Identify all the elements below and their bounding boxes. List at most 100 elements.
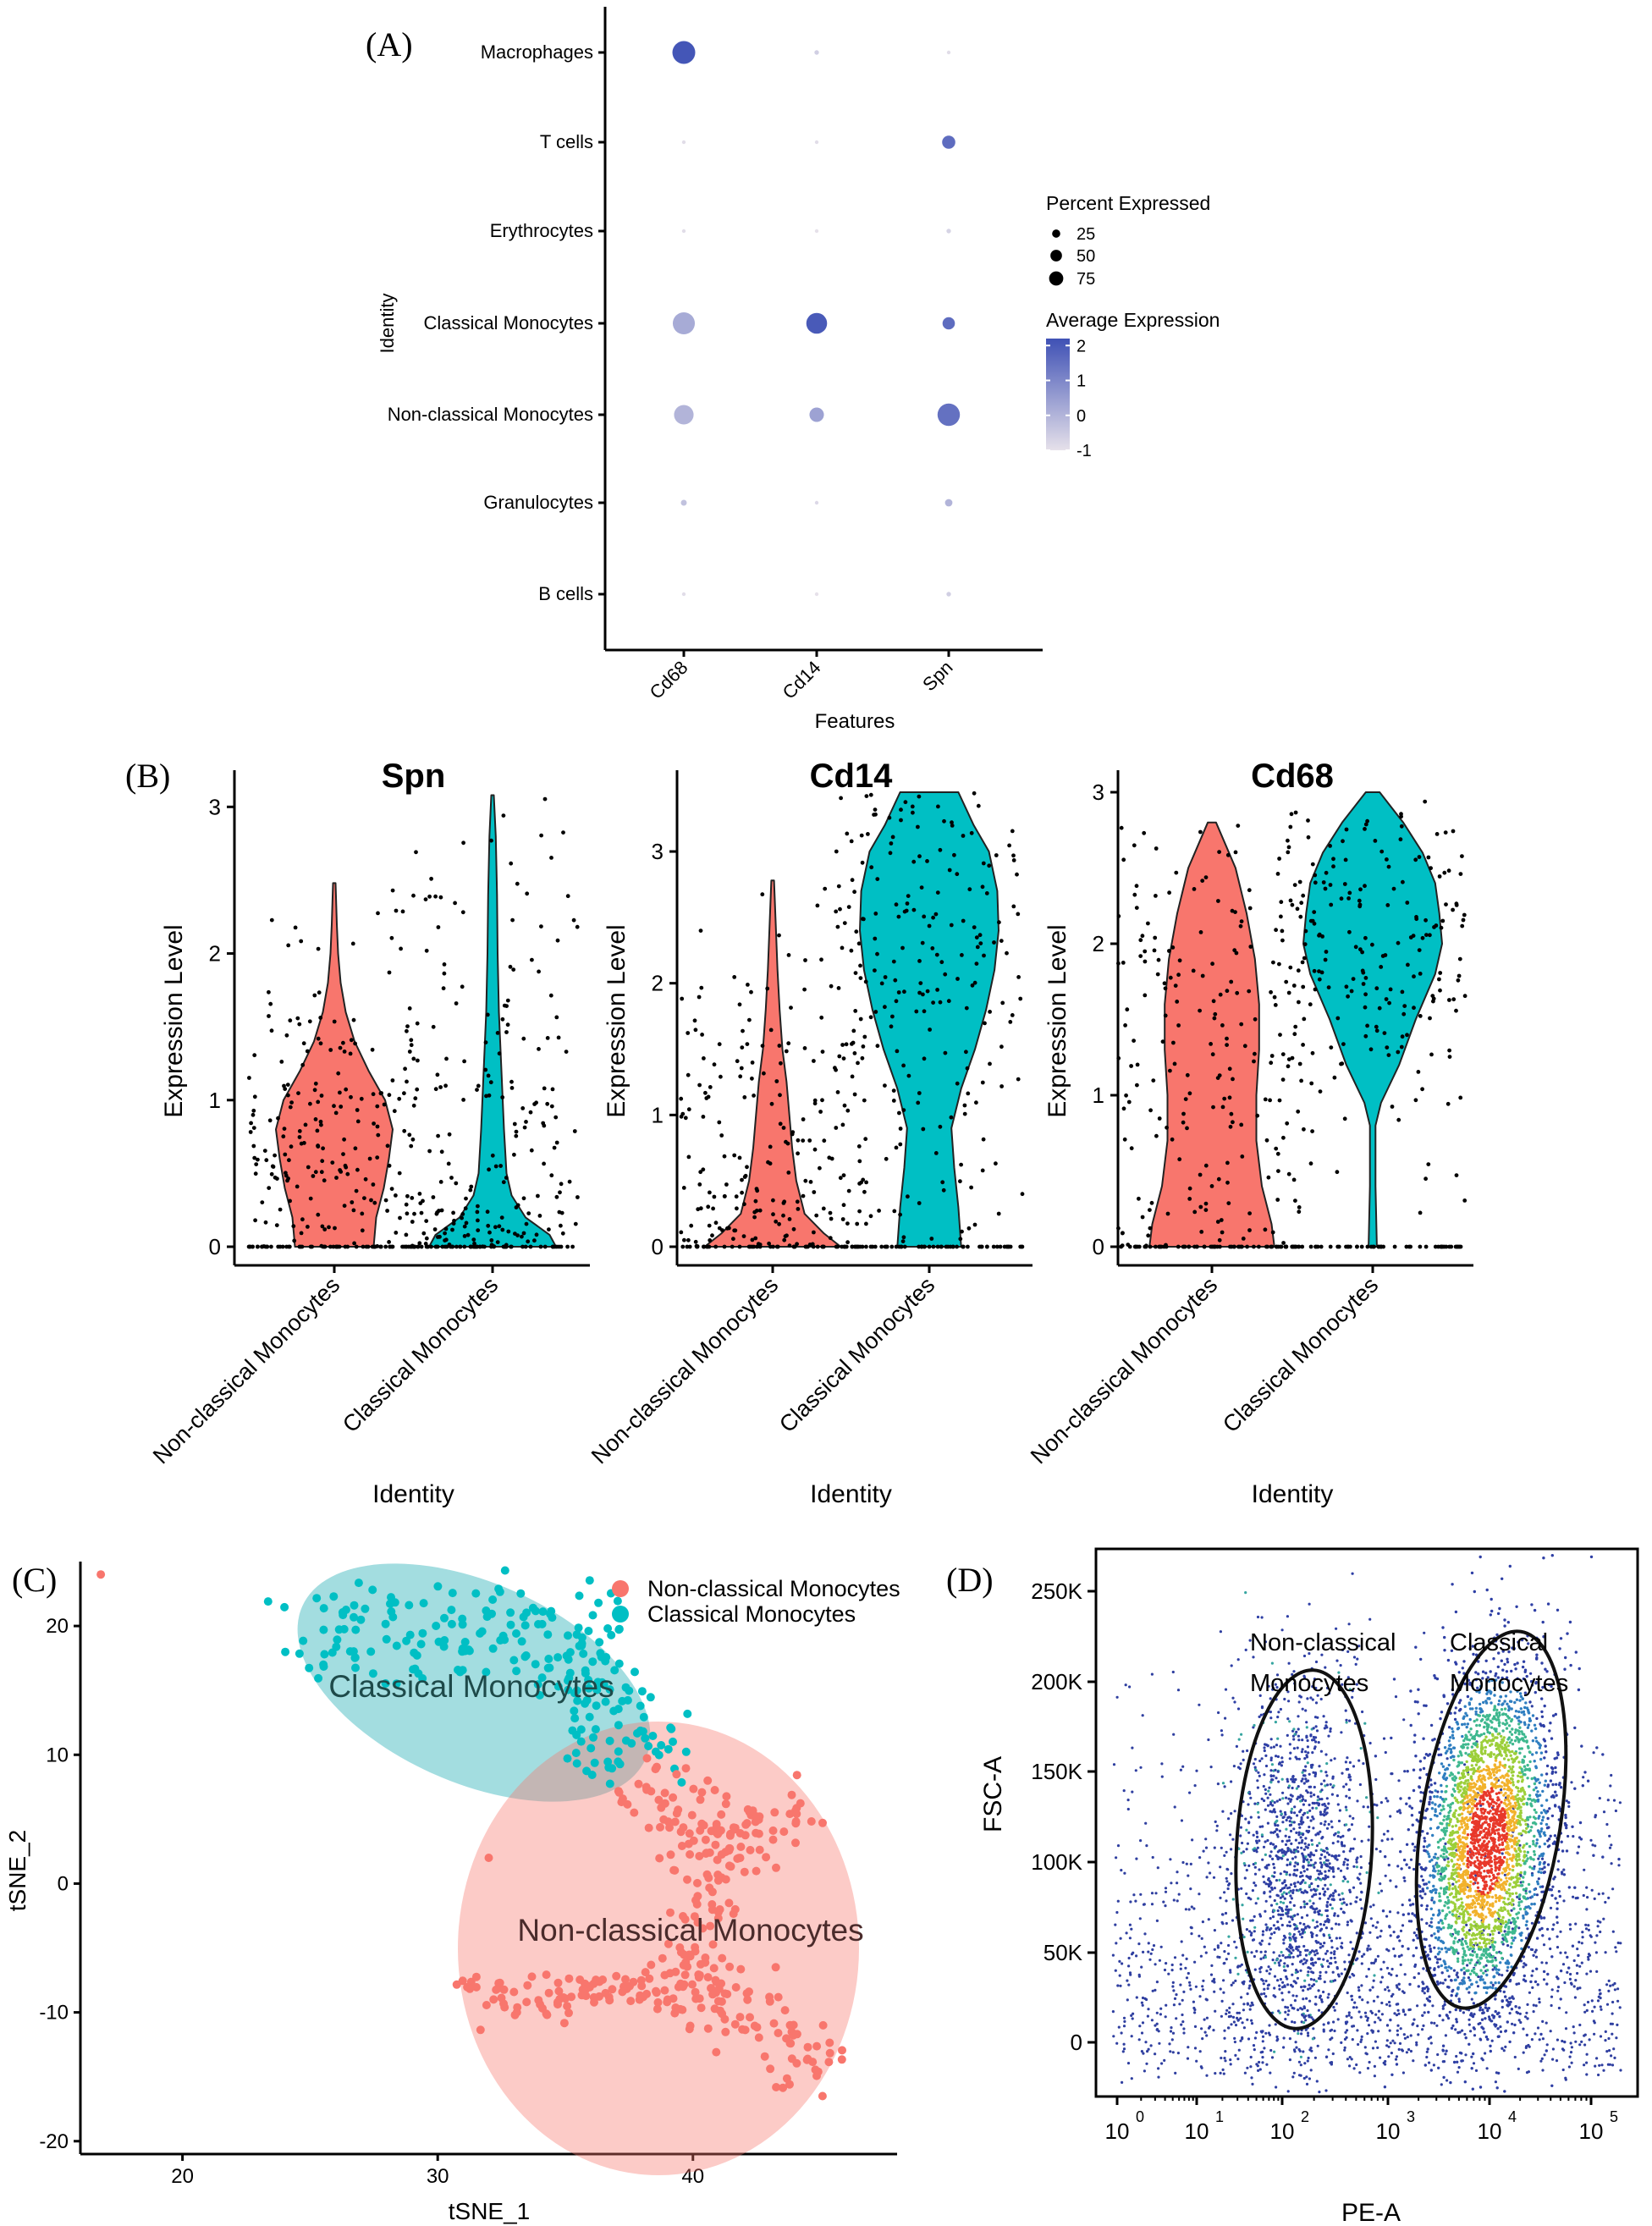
b-jitter-point — [1440, 1244, 1445, 1249]
d-event — [1329, 1782, 1332, 1786]
b-jitter-point — [336, 1244, 340, 1249]
c-point — [590, 1758, 599, 1767]
d-event — [1279, 1900, 1282, 1904]
d-event — [1593, 2032, 1596, 2036]
d-event — [1328, 1894, 1332, 1898]
d-event — [1298, 1810, 1302, 1814]
b-jitter-point — [454, 1001, 459, 1006]
d-event — [1299, 1799, 1302, 1803]
d-event — [1338, 1809, 1341, 1812]
d-event — [1522, 2027, 1525, 2030]
b-jitter-point — [1203, 875, 1209, 879]
d-event — [1246, 1749, 1249, 1753]
b-jitter-point — [1005, 1244, 1009, 1249]
d-event — [1224, 1716, 1227, 1720]
d-event — [1335, 1947, 1339, 1950]
d-event — [1180, 1940, 1183, 1943]
b-jitter-point — [1365, 1023, 1369, 1028]
d-event — [1116, 1844, 1121, 1848]
b-jitter-point — [1379, 965, 1384, 969]
d-event — [1468, 2023, 1471, 2026]
b-jitter-point — [1285, 1121, 1290, 1126]
d-event — [1274, 1823, 1277, 1827]
b-jitter-point — [1377, 1006, 1382, 1011]
c-point — [803, 2054, 812, 2063]
a-dot — [946, 592, 951, 597]
d-event — [1142, 2052, 1145, 2055]
d-event — [1366, 1805, 1369, 1809]
d-event — [1359, 2040, 1363, 2043]
c-point — [471, 1972, 481, 1981]
b-jitter-point — [810, 1242, 815, 1247]
d-event — [1223, 2036, 1226, 2040]
c-point — [724, 1846, 734, 1855]
b-jitter-point — [504, 1004, 509, 1008]
d-event — [1380, 2013, 1384, 2016]
d-event — [1276, 1909, 1280, 1913]
b-jitter-point — [829, 1216, 834, 1221]
d-event — [1260, 1705, 1264, 1709]
b-jitter-point — [1341, 1042, 1346, 1046]
d-event — [1439, 1958, 1442, 1961]
d-event — [1335, 1922, 1338, 1926]
d-event — [1325, 1915, 1329, 1918]
d-event — [1247, 1831, 1251, 1834]
b-xlabel: Identity — [372, 1480, 454, 1508]
b-jitter-point — [512, 1121, 517, 1127]
b-jitter-point — [1446, 868, 1451, 873]
b-jitter-point — [686, 1107, 691, 1112]
d-event — [1310, 1970, 1313, 1974]
d-event — [1600, 2063, 1604, 2067]
d-event — [1391, 1992, 1395, 1996]
d-event — [1425, 2055, 1429, 2059]
d-event — [1287, 1797, 1291, 1800]
b-jitter-point — [834, 1244, 839, 1249]
b-jitter-point — [383, 1244, 388, 1249]
d-event — [1534, 2004, 1538, 2008]
c-point — [664, 1939, 673, 1948]
b-jitter-point — [806, 1244, 810, 1249]
d-event — [1556, 1986, 1561, 1989]
d-event — [1333, 1953, 1336, 1956]
b-jitter-point — [1417, 948, 1422, 952]
b-jitter-point — [1154, 1133, 1159, 1138]
d-event — [1121, 2080, 1124, 2084]
d-event — [1351, 1998, 1354, 2002]
b-jitter-point — [1438, 971, 1443, 975]
b-jitter-point — [407, 1006, 412, 1011]
c-point — [564, 1974, 574, 1983]
b-jitter-point — [795, 1242, 799, 1247]
c-point — [796, 1799, 805, 1808]
b-jitter-point — [350, 1200, 355, 1204]
d-event — [1605, 1983, 1609, 1986]
d-event — [1219, 1865, 1222, 1869]
c-point — [614, 1747, 623, 1756]
d-event — [1368, 1741, 1372, 1745]
b-jitter-point — [753, 1236, 758, 1241]
b-jitter-point — [1309, 1081, 1314, 1086]
b-jitter-point — [910, 804, 915, 809]
d-event — [1320, 1653, 1324, 1656]
d-event — [1242, 1980, 1246, 1983]
d-event — [1322, 1990, 1325, 1994]
c-point — [572, 1630, 581, 1639]
c-point — [752, 1828, 761, 1838]
b-jitter-point — [840, 1217, 845, 1221]
d-event — [1331, 1842, 1335, 1845]
d-event — [1319, 1813, 1323, 1816]
d-event — [1297, 1785, 1300, 1788]
d-event — [1192, 2006, 1196, 2010]
d-event — [1441, 2060, 1445, 2063]
b-jitter-point — [415, 1087, 420, 1092]
d-event — [1295, 1925, 1298, 1928]
c-point — [689, 1836, 698, 1845]
b-jitter-point — [1167, 890, 1171, 895]
d-event — [1302, 1922, 1306, 1926]
d-event — [1487, 2015, 1491, 2019]
c-point — [554, 1986, 564, 1996]
b-jitter-point — [509, 1244, 513, 1249]
b-jitter-point — [827, 1155, 832, 1160]
b-jitter-point — [427, 894, 432, 899]
d-event — [1307, 1843, 1310, 1847]
d-event — [1230, 1812, 1233, 1816]
